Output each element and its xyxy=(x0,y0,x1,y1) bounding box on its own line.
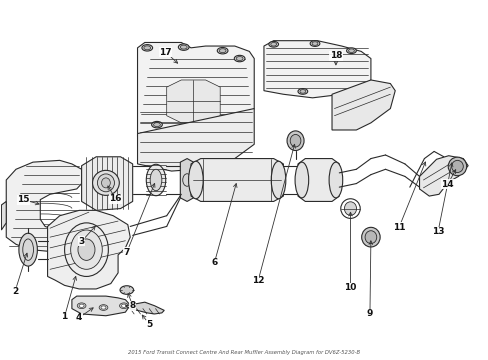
Ellipse shape xyxy=(78,239,95,260)
Ellipse shape xyxy=(92,170,119,195)
Text: 1: 1 xyxy=(61,276,76,321)
Polygon shape xyxy=(264,41,370,98)
Ellipse shape xyxy=(146,164,165,196)
Ellipse shape xyxy=(328,162,342,198)
Polygon shape xyxy=(331,80,394,130)
Ellipse shape xyxy=(289,134,300,147)
Text: 10: 10 xyxy=(344,212,356,292)
Polygon shape xyxy=(166,80,220,123)
Polygon shape xyxy=(81,157,132,210)
Ellipse shape xyxy=(150,169,162,191)
Ellipse shape xyxy=(234,55,244,62)
Ellipse shape xyxy=(344,202,356,215)
Ellipse shape xyxy=(119,303,128,309)
Polygon shape xyxy=(125,302,164,314)
Text: 12: 12 xyxy=(251,144,295,285)
Ellipse shape xyxy=(101,306,106,309)
Polygon shape xyxy=(72,296,130,316)
Ellipse shape xyxy=(216,122,223,126)
Ellipse shape xyxy=(178,44,189,50)
Ellipse shape xyxy=(188,161,203,199)
Ellipse shape xyxy=(151,121,162,128)
Ellipse shape xyxy=(309,41,319,46)
Ellipse shape xyxy=(97,174,114,192)
Ellipse shape xyxy=(268,41,278,47)
Ellipse shape xyxy=(142,45,152,51)
Text: 18: 18 xyxy=(329,51,342,65)
Ellipse shape xyxy=(270,42,276,46)
Text: 13: 13 xyxy=(431,163,452,236)
Text: 11: 11 xyxy=(392,162,425,231)
Ellipse shape xyxy=(99,305,108,310)
Ellipse shape xyxy=(79,304,84,307)
Ellipse shape xyxy=(90,217,105,229)
Ellipse shape xyxy=(346,48,356,54)
Ellipse shape xyxy=(143,46,150,50)
Ellipse shape xyxy=(361,227,379,247)
Polygon shape xyxy=(137,109,254,171)
Text: 6: 6 xyxy=(211,184,237,267)
Polygon shape xyxy=(1,202,6,230)
Ellipse shape xyxy=(299,90,305,93)
Ellipse shape xyxy=(294,162,308,198)
Polygon shape xyxy=(419,156,467,196)
Ellipse shape xyxy=(102,178,110,188)
Ellipse shape xyxy=(271,161,285,199)
Text: 7: 7 xyxy=(123,184,155,257)
Ellipse shape xyxy=(447,157,466,176)
Text: 4: 4 xyxy=(76,308,93,322)
Ellipse shape xyxy=(348,49,354,53)
Text: 3: 3 xyxy=(79,226,95,246)
Polygon shape xyxy=(297,158,339,202)
Polygon shape xyxy=(137,42,254,137)
Text: 2015 Ford Transit Connect Centre And Rear Muffler Assembly Diagram for DV6Z-5230: 2015 Ford Transit Connect Centre And Rea… xyxy=(128,350,360,355)
Text: 15: 15 xyxy=(17,195,39,205)
Ellipse shape xyxy=(297,89,307,94)
Ellipse shape xyxy=(365,231,376,244)
Polygon shape xyxy=(47,210,130,289)
Text: 8: 8 xyxy=(127,293,136,310)
Ellipse shape xyxy=(153,123,160,127)
Ellipse shape xyxy=(219,49,225,53)
Ellipse shape xyxy=(77,303,86,309)
Ellipse shape xyxy=(286,131,304,150)
Polygon shape xyxy=(6,160,81,251)
Text: 9: 9 xyxy=(366,241,372,319)
Ellipse shape xyxy=(93,219,102,226)
Ellipse shape xyxy=(311,42,317,45)
Text: 17: 17 xyxy=(159,48,177,63)
Ellipse shape xyxy=(121,304,126,307)
Ellipse shape xyxy=(71,230,102,269)
Ellipse shape xyxy=(120,286,133,294)
Polygon shape xyxy=(191,158,283,202)
Ellipse shape xyxy=(19,233,37,266)
Ellipse shape xyxy=(236,57,243,60)
Text: 14: 14 xyxy=(441,170,455,189)
Text: 16: 16 xyxy=(108,186,122,203)
Ellipse shape xyxy=(451,160,462,172)
Text: 5: 5 xyxy=(142,315,152,329)
Text: 2: 2 xyxy=(12,253,28,296)
Polygon shape xyxy=(180,158,193,202)
Ellipse shape xyxy=(217,48,227,54)
Ellipse shape xyxy=(214,120,225,127)
Ellipse shape xyxy=(180,45,187,49)
